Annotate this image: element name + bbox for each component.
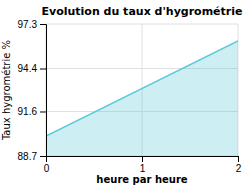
tick: 88.7 [18,151,46,162]
tick-label: 1 [140,163,146,174]
chart: 0 1 2 88.7 91.6 94.4 97.3 Evolution du taux d'h… [0,0,250,188]
tick-mark [142,156,143,162]
axis-line [40,25,47,157]
y-axis-title: Taux hygrométrie % [1,40,12,141]
tick-mark [238,156,239,162]
x-axis: 0 1 2 [44,156,242,174]
tick: 1 [140,156,146,174]
x-axis-title: heure par heure [96,174,187,185]
chart-container: 0 1 2 88.7 91.6 94.4 97.3 Evolution du taux d'h… [0,0,250,188]
tick-label: 88.7 [18,151,38,162]
grid [46,24,238,156]
y-axis: 88.7 91.6 94.4 97.3 [18,19,47,162]
tick: 2 [236,156,242,174]
tick-label: 2 [236,163,242,174]
tick: 97.3 [18,19,46,30]
tick-mark [40,111,46,112]
line [46,41,238,136]
area [46,41,238,156]
tick-mark [40,69,46,70]
tick: 91.6 [18,106,46,117]
title: Evolution du taux d'hygrométrie [42,5,243,18]
tick-label: 94.4 [18,63,38,74]
tick-mark [40,156,46,157]
tick-label: 97.3 [18,19,38,30]
tick-label: 0 [44,163,50,174]
tick-mark [40,24,46,25]
axis-line [47,157,239,163]
plot-area [46,41,238,156]
tick: 94.4 [18,63,46,74]
tick-label: 91.6 [18,106,38,117]
tick: 0 [44,156,50,174]
